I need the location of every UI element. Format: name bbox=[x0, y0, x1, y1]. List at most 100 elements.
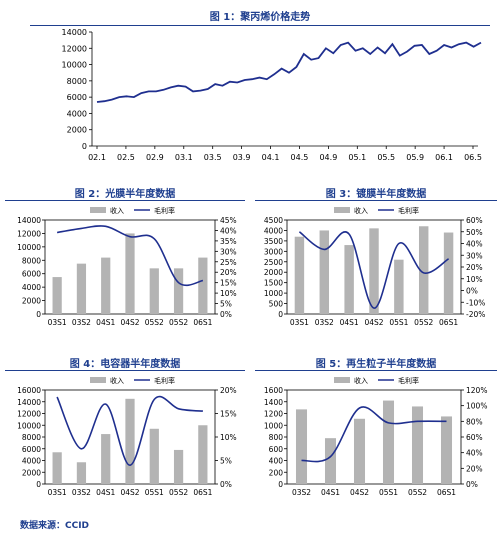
chart-title: 图 4：电容器半年度数据 bbox=[69, 359, 181, 370]
x-tick-label: 02.1 bbox=[88, 153, 106, 162]
x-tick-label: 05S2 bbox=[169, 488, 188, 497]
revenue-bar bbox=[443, 232, 454, 314]
left-y-tick-label: 800 bbox=[269, 433, 284, 442]
right-y-tick-label: -10% bbox=[466, 298, 485, 307]
revenue-bar bbox=[52, 277, 62, 314]
x-tick-label: 02.9 bbox=[146, 153, 164, 162]
x-tick-label: 04S2 bbox=[350, 488, 369, 497]
right-y-tick-label: 30% bbox=[220, 247, 237, 256]
combo-chart: 收入 毛利率 0 2000 4000 6000 8000 10000 12000 14000 160… bbox=[17, 376, 237, 497]
chart-1: 图 1：聚丙烯价格走势 0 2000 4000 6000 8000 10000 12000 1… bbox=[30, 4, 490, 174]
left-y-tick-label: 2500 bbox=[264, 258, 283, 267]
left-y-tick-label: 2000 bbox=[264, 268, 283, 277]
combo-chart: 收入 毛利率 0 2000 4000 6000 8000 10000 12000 14000 0%5… bbox=[17, 206, 237, 327]
left-y-tick-label: 0 bbox=[36, 480, 41, 489]
revenue-bar bbox=[76, 462, 87, 484]
revenue-bar bbox=[101, 434, 111, 484]
y-tick-label: 0 bbox=[82, 142, 87, 151]
revenue-bar bbox=[324, 438, 337, 484]
left-y-tick-label: 12000 bbox=[17, 410, 41, 419]
left-y-tick-label: 0 bbox=[278, 310, 283, 319]
x-tick-label: 05S2 bbox=[408, 488, 427, 497]
left-y-tick-label: 8000 bbox=[22, 433, 41, 442]
right-y-tick-label: 0% bbox=[220, 310, 232, 319]
left-y-tick-label: 6000 bbox=[22, 270, 41, 279]
x-tick-label: 04S2 bbox=[120, 318, 139, 327]
right-y-tick-label: 60% bbox=[466, 216, 483, 225]
x-tick-label: 04S1 bbox=[340, 318, 359, 327]
revenue-bar bbox=[294, 236, 305, 314]
revenue-bar bbox=[198, 425, 208, 484]
right-y-tick-label: 10% bbox=[466, 275, 483, 284]
x-tick-label: 06S1 bbox=[437, 488, 456, 497]
x-tick-label: 03S1 bbox=[290, 318, 309, 327]
x-tick-label: 04.9 bbox=[319, 153, 337, 162]
right-y-tick-label: 0% bbox=[220, 480, 232, 489]
y-tick-label: 6000 bbox=[67, 93, 87, 102]
y-tick-label: 12000 bbox=[62, 44, 87, 53]
legend-bar-label: 收入 bbox=[110, 206, 124, 215]
x-tick-label: 05S1 bbox=[145, 488, 164, 497]
x-tick-label: 06.5 bbox=[464, 153, 482, 162]
left-y-tick-label: 4500 bbox=[264, 216, 283, 225]
left-y-tick-label: 10000 bbox=[17, 421, 41, 430]
right-y-tick-label: 50% bbox=[466, 228, 483, 237]
x-tick-label: 04S1 bbox=[96, 318, 115, 327]
revenue-bar bbox=[295, 409, 308, 484]
source-note: 数据来源：CCID bbox=[20, 521, 90, 531]
margin-series-line bbox=[56, 225, 204, 287]
title-underline bbox=[5, 369, 245, 371]
margin-series-line bbox=[56, 395, 203, 467]
x-tick-label: 03.1 bbox=[175, 153, 193, 162]
revenue-bar bbox=[173, 449, 184, 484]
title-underline bbox=[30, 24, 490, 26]
left-y-tick-label: 2000 bbox=[22, 468, 41, 477]
left-y-tick-label: 10000 bbox=[17, 243, 41, 252]
left-y-tick-label: 14000 bbox=[17, 398, 41, 407]
left-y-tick-label: 1600 bbox=[264, 386, 283, 395]
revenue-bar bbox=[394, 259, 404, 314]
x-tick-label: 04.5 bbox=[291, 153, 309, 162]
right-y-tick-label: 20% bbox=[220, 268, 237, 277]
right-y-tick-label: 30% bbox=[466, 251, 483, 260]
chart-5: 图 5：再生粒子半年度数据 收入 毛利率 0 200 400 600 800 1000 1200… bbox=[255, 352, 497, 512]
x-tick-label: 05.5 bbox=[377, 153, 395, 162]
right-y-tick-label: 0% bbox=[466, 287, 478, 296]
left-y-tick-label: 4000 bbox=[264, 226, 283, 235]
revenue-bar bbox=[125, 398, 135, 484]
revenue-bar bbox=[440, 416, 453, 484]
left-y-tick-label: 14000 bbox=[17, 216, 41, 225]
right-y-tick-label: 20% bbox=[466, 263, 483, 272]
left-y-tick-label: 600 bbox=[269, 445, 284, 454]
chart-4: 图 4：电容器半年度数据 收入 毛利率 0 2000 4000 6000 8000 10000… bbox=[5, 352, 245, 512]
x-tick-label: 06S1 bbox=[439, 318, 458, 327]
y-tick-label: 10000 bbox=[62, 61, 87, 70]
left-y-tick-label: 12000 bbox=[17, 229, 41, 238]
chart-title: 图 3：镀膜半年度数据 bbox=[325, 189, 427, 200]
revenue-bar bbox=[52, 452, 62, 484]
revenue-bar bbox=[411, 406, 424, 484]
right-y-tick-label: 0% bbox=[466, 480, 478, 489]
revenue-bar bbox=[173, 268, 184, 314]
revenue-bar bbox=[369, 228, 379, 314]
x-tick-label: 03S1 bbox=[48, 488, 67, 497]
revenue-bar bbox=[101, 257, 111, 314]
legend-bar-label: 收入 bbox=[110, 376, 124, 385]
x-tick-label: 04S1 bbox=[96, 488, 115, 497]
y-tick-label: 8000 bbox=[67, 77, 87, 86]
revenue-bar bbox=[418, 226, 429, 314]
x-tick-label: 05S1 bbox=[389, 318, 408, 327]
revenue-bar bbox=[198, 257, 208, 314]
chart-2: 图 2：光膜半年度数据 收入 毛利率 0 2000 4000 6000 8000 10000 1… bbox=[5, 182, 245, 342]
legend-line-label: 毛利率 bbox=[154, 206, 175, 215]
right-y-tick-label: 35% bbox=[220, 237, 237, 246]
left-y-tick-label: 3500 bbox=[264, 237, 283, 246]
title-underline bbox=[255, 369, 497, 371]
right-y-tick-label: 10% bbox=[220, 433, 237, 442]
revenue-bar bbox=[319, 230, 330, 314]
x-tick-label: 06.1 bbox=[435, 153, 453, 162]
right-y-tick-label: 15% bbox=[220, 279, 237, 288]
chart-3: 图 3：镀膜半年度数据 收入 毛利率 0 500 1000 1500 2000 2500 300… bbox=[255, 182, 497, 342]
legend-bar-swatch bbox=[90, 207, 106, 213]
y-tick-label: 4000 bbox=[67, 109, 87, 118]
